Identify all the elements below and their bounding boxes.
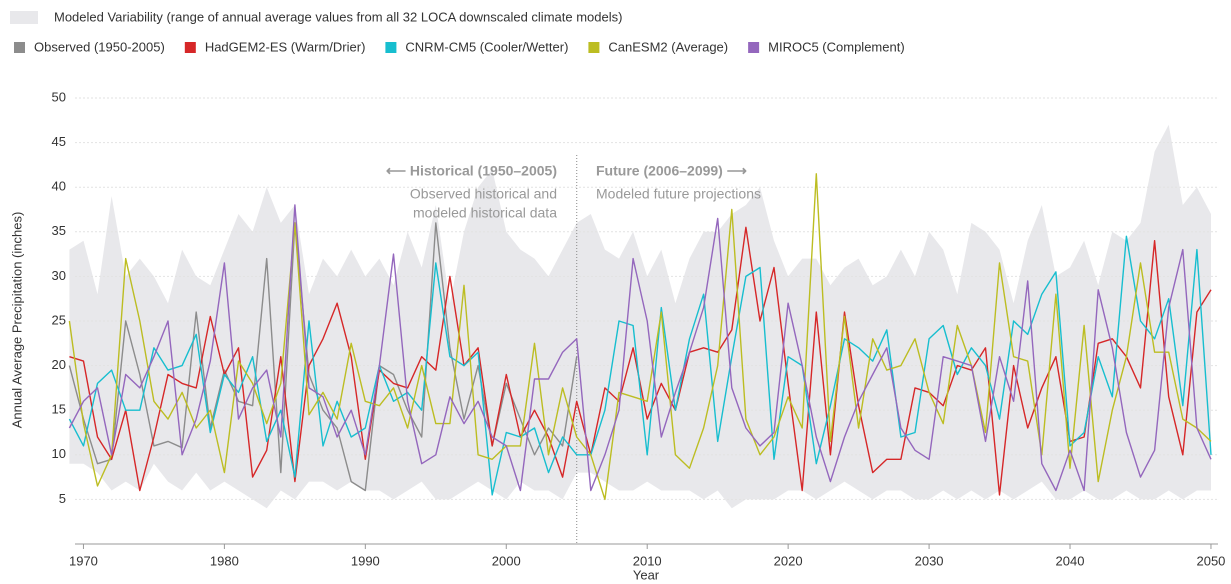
- legend-label: CNRM-CM5 (Cooler/Wetter): [405, 39, 568, 54]
- legend-swatch: [10, 11, 38, 24]
- legend-label: Modeled Variability (range of annual ave…: [54, 9, 622, 24]
- legend-label: Observed (1950-2005): [34, 39, 165, 54]
- x-tick-label: 2020: [774, 553, 803, 568]
- series-line: [69, 226, 1212, 496]
- y-tick-label: 30: [52, 268, 66, 283]
- y-tick-label: 45: [52, 134, 66, 149]
- series-line: [68, 173, 1212, 501]
- x-tick-label: 1970: [69, 553, 98, 568]
- x-tick-label: 2010: [633, 553, 662, 568]
- legend-swatch: [14, 42, 25, 53]
- x-tick-label: 1980: [210, 553, 239, 568]
- y-tick-label: 15: [52, 402, 66, 417]
- legend-swatch: [748, 42, 760, 53]
- variability-band: [69, 124, 1211, 509]
- y-tick-label: 40: [52, 179, 66, 194]
- annotation: Modeled future projections: [596, 186, 761, 202]
- annotation: Observed historical and: [410, 186, 557, 202]
- legend-swatch: [184, 42, 196, 53]
- x-tick-label: 2030: [915, 553, 944, 568]
- legend-label: CanESM2 (Average): [608, 39, 728, 54]
- x-axis-label: Year: [633, 567, 660, 582]
- annotation: Future (2006–2099) ⟶: [596, 163, 747, 179]
- x-tick-label: 1990: [351, 553, 380, 568]
- series-line: [68, 235, 1212, 496]
- annotation: modeled historical data: [413, 205, 557, 221]
- y-tick-label: 5: [59, 491, 66, 506]
- legend-swatch: [588, 42, 600, 53]
- x-tick-label: 2000: [492, 553, 521, 568]
- legend-swatch: [385, 42, 397, 53]
- x-tick-label: 2050: [1196, 553, 1225, 568]
- x-tick-label: 2040: [1056, 553, 1085, 568]
- y-tick-label: 35: [52, 223, 66, 238]
- annotation: ⟵ Historical (1950–2005): [386, 163, 557, 179]
- legend-label: HadGEM2-ES (Warm/Drier): [205, 39, 366, 54]
- y-axis-label: Annual Average Precipitation (inches): [9, 212, 24, 429]
- y-tick-label: 10: [52, 446, 66, 461]
- y-tick-label: 20: [52, 357, 66, 372]
- y-tick-label: 50: [52, 89, 66, 104]
- legend-label: MIROC5 (Complement): [768, 39, 905, 54]
- y-tick-label: 25: [52, 312, 66, 327]
- series-line: [68, 204, 1212, 492]
